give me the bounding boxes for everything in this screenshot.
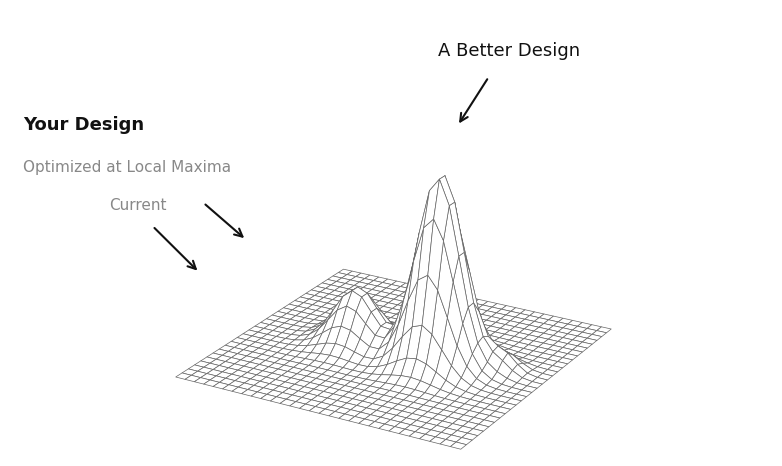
Text: A Better Design: A Better Design (438, 42, 580, 60)
Text: Optimized at Local Maxima: Optimized at Local Maxima (23, 160, 231, 175)
Text: Current: Current (109, 198, 167, 212)
Text: Your Design: Your Design (23, 116, 145, 135)
